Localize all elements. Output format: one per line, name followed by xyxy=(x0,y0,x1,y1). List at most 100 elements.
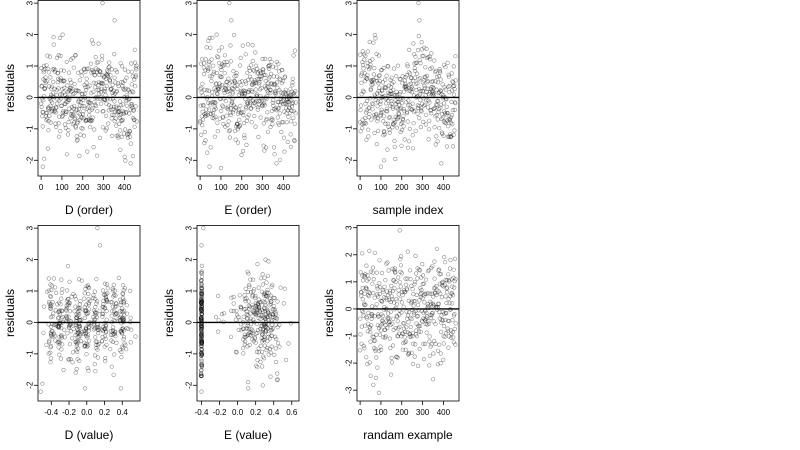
data-point xyxy=(417,298,422,303)
data-point xyxy=(382,284,387,289)
data-point xyxy=(260,103,265,109)
data-point xyxy=(262,100,267,105)
data-point xyxy=(424,314,430,319)
data-point xyxy=(130,105,135,111)
x-tick-label: 0 xyxy=(358,183,363,192)
data-point xyxy=(425,302,430,307)
data-point xyxy=(102,306,107,311)
data-point xyxy=(409,283,414,288)
data-point xyxy=(392,268,397,273)
data-point xyxy=(116,316,121,321)
data-point xyxy=(441,357,446,363)
data-point xyxy=(210,90,215,95)
y-tick-label: -2 xyxy=(345,156,354,164)
data-point xyxy=(375,323,380,328)
data-point xyxy=(413,332,419,337)
data-point xyxy=(260,67,265,72)
data-point xyxy=(39,65,44,71)
data-point xyxy=(390,91,395,96)
data-point xyxy=(253,311,258,317)
data-point xyxy=(205,112,210,117)
data-point xyxy=(238,304,243,309)
data-point xyxy=(375,294,381,299)
data-point xyxy=(48,345,53,350)
data-point xyxy=(68,57,73,62)
data-point xyxy=(452,86,457,92)
data-point xyxy=(372,295,377,300)
data-point xyxy=(414,71,420,76)
data-point xyxy=(104,282,110,287)
data-point xyxy=(260,328,266,333)
x-tick-label: 0.4 xyxy=(117,408,129,417)
data-point xyxy=(130,154,135,159)
data-point xyxy=(250,328,255,333)
data-point xyxy=(262,300,267,305)
data-point xyxy=(69,113,74,119)
data-point xyxy=(201,102,206,108)
data-point xyxy=(81,331,86,336)
data-point xyxy=(271,103,276,108)
data-point xyxy=(395,63,401,68)
data-point xyxy=(421,341,426,346)
data-point xyxy=(49,109,54,114)
data-point xyxy=(75,137,80,142)
data-point xyxy=(388,85,394,90)
data-point xyxy=(199,352,205,357)
data-point xyxy=(390,343,396,348)
data-point xyxy=(439,295,445,300)
data-point xyxy=(266,308,271,313)
data-point xyxy=(203,114,208,119)
data-point xyxy=(254,92,259,97)
plot-frame xyxy=(37,225,141,402)
data-point xyxy=(359,293,364,298)
data-point xyxy=(263,324,268,329)
data-point xyxy=(86,328,92,333)
data-point xyxy=(427,100,432,105)
data-point xyxy=(383,322,388,328)
data-point xyxy=(257,306,262,311)
data-point xyxy=(283,101,288,106)
data-point xyxy=(126,326,131,331)
data-point xyxy=(252,311,257,316)
data-point xyxy=(269,108,275,114)
data-point xyxy=(364,355,369,360)
data-point xyxy=(105,73,110,78)
data-point xyxy=(408,277,413,282)
data-point xyxy=(59,333,64,338)
data-point xyxy=(263,316,268,321)
data-point xyxy=(53,68,58,73)
data-point xyxy=(445,318,451,323)
data-point xyxy=(56,76,61,81)
data-point xyxy=(203,138,208,143)
data-point xyxy=(421,357,427,362)
data-point xyxy=(199,337,204,342)
data-point xyxy=(82,340,87,346)
data-point xyxy=(93,310,98,316)
data-point xyxy=(242,92,247,97)
data-point xyxy=(112,91,118,96)
x-tick-label: 100 xyxy=(374,408,388,417)
data-point xyxy=(375,292,380,297)
data-point xyxy=(114,311,119,317)
data-point xyxy=(229,295,234,300)
data-point xyxy=(263,293,269,298)
data-point xyxy=(220,103,225,108)
data-point xyxy=(92,73,97,78)
data-point xyxy=(434,112,439,118)
data-point xyxy=(120,326,125,331)
data-point xyxy=(371,72,377,77)
data-point xyxy=(62,85,67,90)
data-point xyxy=(248,277,253,282)
data-point xyxy=(433,285,438,290)
data-point xyxy=(235,140,241,145)
data-point xyxy=(49,106,54,112)
data-point xyxy=(441,101,446,106)
data-point xyxy=(405,119,410,124)
data-point xyxy=(95,87,100,92)
data-point xyxy=(199,309,204,314)
data-point xyxy=(392,66,397,71)
data-point xyxy=(70,360,75,365)
data-point xyxy=(199,306,204,311)
data-point xyxy=(274,359,279,365)
data-point xyxy=(117,348,122,353)
